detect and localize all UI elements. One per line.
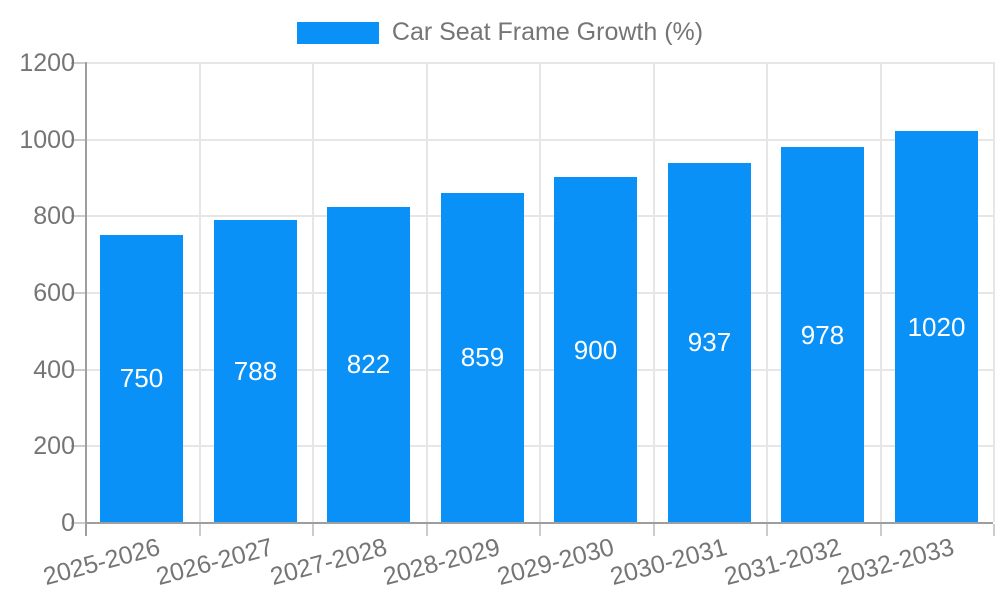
x-gridline bbox=[766, 62, 768, 522]
bar-value-label: 937 bbox=[687, 327, 732, 357]
bar-value-label: 1020 bbox=[907, 312, 966, 342]
x-gridline bbox=[199, 62, 201, 522]
bar bbox=[327, 206, 410, 522]
bar-value-label: 750 bbox=[119, 363, 164, 393]
y-tick-label: 1200 bbox=[19, 49, 75, 77]
y-tick-label: 200 bbox=[33, 432, 75, 460]
legend: Car Seat Frame Growth (%) bbox=[0, 20, 1000, 45]
bar-value-label: 900 bbox=[573, 335, 618, 365]
bar bbox=[441, 192, 524, 522]
y-tick-label: 1000 bbox=[19, 126, 75, 154]
x-tick bbox=[993, 524, 995, 536]
y-tick bbox=[71, 215, 85, 217]
bar bbox=[554, 177, 637, 522]
y-tick-label: 400 bbox=[33, 356, 75, 384]
bar-value-label: 822 bbox=[346, 349, 391, 379]
x-tick bbox=[85, 524, 87, 536]
bar bbox=[214, 219, 297, 522]
y-tick bbox=[71, 62, 85, 64]
x-tick bbox=[312, 524, 314, 536]
x-tick bbox=[766, 524, 768, 536]
x-gridline bbox=[539, 62, 541, 522]
y-tick bbox=[71, 369, 85, 371]
x-tick bbox=[539, 524, 541, 536]
bar-value-label: 788 bbox=[233, 356, 278, 386]
x-gridline bbox=[426, 62, 428, 522]
legend-label: Car Seat Frame Growth (%) bbox=[391, 18, 704, 46]
x-tick bbox=[426, 524, 428, 536]
x-gridline bbox=[993, 62, 995, 522]
bar bbox=[668, 162, 751, 522]
y-tick-label: 600 bbox=[33, 279, 75, 307]
x-tick bbox=[199, 524, 201, 536]
y-tick-label: 0 bbox=[61, 509, 75, 537]
x-gridline bbox=[653, 62, 655, 522]
x-gridline bbox=[880, 62, 882, 522]
x-gridline bbox=[312, 62, 314, 522]
bar-value-label: 978 bbox=[800, 320, 845, 350]
y-tick bbox=[71, 445, 85, 447]
y-tick bbox=[71, 139, 85, 141]
bar bbox=[781, 147, 864, 522]
legend-swatch bbox=[296, 21, 379, 44]
bar-value-label: 859 bbox=[460, 342, 505, 372]
y-axis-line bbox=[85, 62, 87, 522]
y-tick bbox=[71, 292, 85, 294]
bar bbox=[100, 234, 183, 522]
bar bbox=[895, 131, 978, 522]
x-tick bbox=[653, 524, 655, 536]
x-axis-line bbox=[85, 522, 993, 524]
y-tick bbox=[71, 522, 85, 524]
y-tick-label: 800 bbox=[33, 202, 75, 230]
x-tick bbox=[880, 524, 882, 536]
